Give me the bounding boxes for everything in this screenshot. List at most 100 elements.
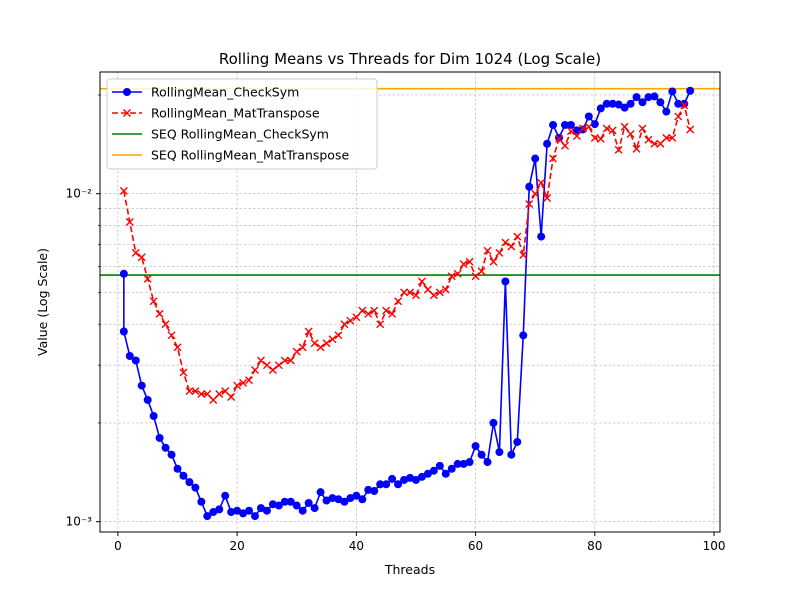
rollingmean-checksym-point: [584, 112, 593, 121]
rollingmean-checksym-point: [686, 86, 695, 95]
rollingmean-mattranspose-point: [447, 272, 456, 281]
rollingmean-checksym-point: [501, 277, 510, 286]
rollingmean-mattranspose-point: [519, 251, 528, 260]
rollingmean-checksym-point: [119, 327, 128, 336]
legend-box: [106, 78, 378, 170]
rollingmean-mattranspose-point: [632, 144, 641, 153]
rollingmean-checksym-series: [119, 86, 695, 521]
rollingmean-checksym-point: [644, 93, 653, 102]
rollingmean-checksym-point: [251, 512, 259, 521]
rollingmean-mattranspose-point: [656, 139, 665, 148]
rollingmean-checksym-point: [328, 494, 337, 503]
rollingmean-checksym-point: [161, 443, 170, 452]
rollingmean-mattranspose-point: [668, 133, 677, 142]
rollingmean-checksym-point: [411, 475, 420, 484]
rollingmean-checksym-point: [423, 469, 432, 478]
rollingmean-mattranspose-point: [584, 122, 593, 131]
rollingmean-checksym-point: [543, 139, 552, 148]
rollingmean-checksym-point: [632, 93, 641, 102]
rollingmean-checksym-point: [668, 87, 677, 96]
rollingmean-checksym-point: [453, 459, 462, 468]
rollingmean-mattranspose-point: [173, 343, 182, 352]
y-tick-label: 10⁻²: [66, 187, 93, 201]
rollingmean-mattranspose-point: [614, 145, 623, 154]
rollingmean-checksym-point: [495, 448, 504, 457]
x-tick-label: 0: [114, 539, 122, 553]
rollingmean-mattranspose-point: [364, 309, 373, 318]
legend-marker-swatch: [123, 109, 131, 117]
rollingmean-mattranspose-series: [119, 101, 695, 404]
rollingmean-mattranspose-point: [215, 390, 224, 399]
legend-item-seq-rollingmean-mattranspose: SEQ RollingMean_MatTranspose: [112, 148, 349, 163]
rollingmean-mattranspose-point: [555, 134, 564, 143]
rollingmean-mattranspose-point: [662, 133, 671, 142]
rollingmean-mattranspose-point: [256, 356, 265, 365]
rollingmean-mattranspose-point: [221, 387, 230, 396]
rollingmean-checksym-point: [537, 232, 546, 241]
rollingmean-mattranspose-point: [370, 306, 379, 315]
rollingmean-checksym-point: [566, 120, 575, 129]
rollingmean-mattranspose-point: [638, 124, 647, 133]
rollingmean-checksym-point: [239, 509, 248, 518]
rollingmean-checksym-point: [614, 100, 623, 109]
rollingmean-mattranspose-point: [203, 390, 212, 399]
rollingmean-checksym-point: [417, 472, 426, 481]
rollingmean-mattranspose-point: [239, 378, 248, 387]
x-tick-label: 40: [349, 539, 364, 553]
rollingmean-mattranspose-point: [596, 134, 605, 143]
rollingmean-mattranspose-point: [352, 313, 361, 322]
rollingmean-mattranspose-point: [477, 267, 486, 276]
x-axis-label: Threads: [384, 562, 435, 577]
rollingmean-checksym-point: [549, 120, 558, 129]
rollingmean-mattranspose-point: [125, 217, 134, 226]
rollingmean-checksym-point: [590, 120, 599, 129]
rollingmean-mattranspose-point: [608, 126, 617, 135]
rollingmean-mattranspose-point: [650, 139, 659, 148]
rollingmean-checksym-point: [489, 418, 498, 427]
rollingmean-mattranspose-point: [268, 366, 277, 375]
rollingmean-checksym-point: [125, 351, 134, 360]
rollingmean-checksym-point: [227, 508, 236, 517]
rollingmean-mattranspose-point: [686, 125, 695, 134]
rollingmean-mattranspose-point: [578, 124, 587, 133]
rollingmean-mattranspose-point: [465, 257, 474, 266]
rollingmean-checksym-point: [268, 500, 277, 509]
rollingmean-mattranspose-point: [274, 361, 283, 370]
rollingmean-checksym-point: [531, 154, 540, 163]
rollingmean-mattranspose-point: [388, 309, 397, 318]
legend-item-seq-rollingmean-checksym: SEQ RollingMean_CheckSym: [112, 127, 329, 142]
x-tick-label: 100: [703, 539, 726, 553]
rollingmean-mattranspose-point: [483, 246, 492, 255]
rollingmean-checksym-point: [364, 485, 373, 494]
legend-marker-swatch: [123, 88, 131, 96]
rollingmean-checksym-point: [608, 99, 617, 108]
rollingmean-checksym-point: [155, 433, 164, 442]
rollingmean-checksym-point: [191, 483, 200, 492]
rollingmean-mattranspose-point: [680, 101, 689, 110]
rollingmean-mattranspose-point: [501, 238, 510, 247]
rollingmean-mattranspose-point: [644, 135, 653, 144]
rollingmean-mattranspose-point: [400, 288, 409, 297]
rollingmean-checksym-point: [382, 480, 391, 489]
rollingmean-checksym-point: [435, 461, 444, 470]
rollingmean-checksym-point: [596, 104, 605, 113]
rollingmean-checksym-point: [203, 512, 212, 521]
rollingmean-mattranspose-point: [251, 366, 259, 375]
rollingmean-mattranspose-point: [292, 347, 301, 356]
rollingmean-checksym-point: [209, 508, 218, 517]
rollingmean-checksym-point: [376, 480, 385, 489]
plot-frame: [99, 71, 721, 533]
rollingmean-mattranspose-point: [376, 320, 385, 329]
rollingmean-mattranspose-point: [417, 277, 426, 286]
rollingmean-mattranspose-point: [197, 390, 206, 399]
legend-label: RollingMean_CheckSym: [151, 85, 299, 100]
rollingmean-mattranspose-point: [382, 306, 391, 315]
rollingmean-mattranspose-point: [119, 186, 128, 195]
x-tick-label: 60: [468, 539, 483, 553]
rollingmean-checksym-point: [388, 474, 397, 483]
rollingmean-mattranspose-point: [340, 320, 349, 329]
rollingmean-mattranspose-point: [322, 339, 331, 348]
rollingmean-mattranspose-point: [543, 194, 552, 203]
rollingmean-checksym-point: [656, 98, 665, 107]
